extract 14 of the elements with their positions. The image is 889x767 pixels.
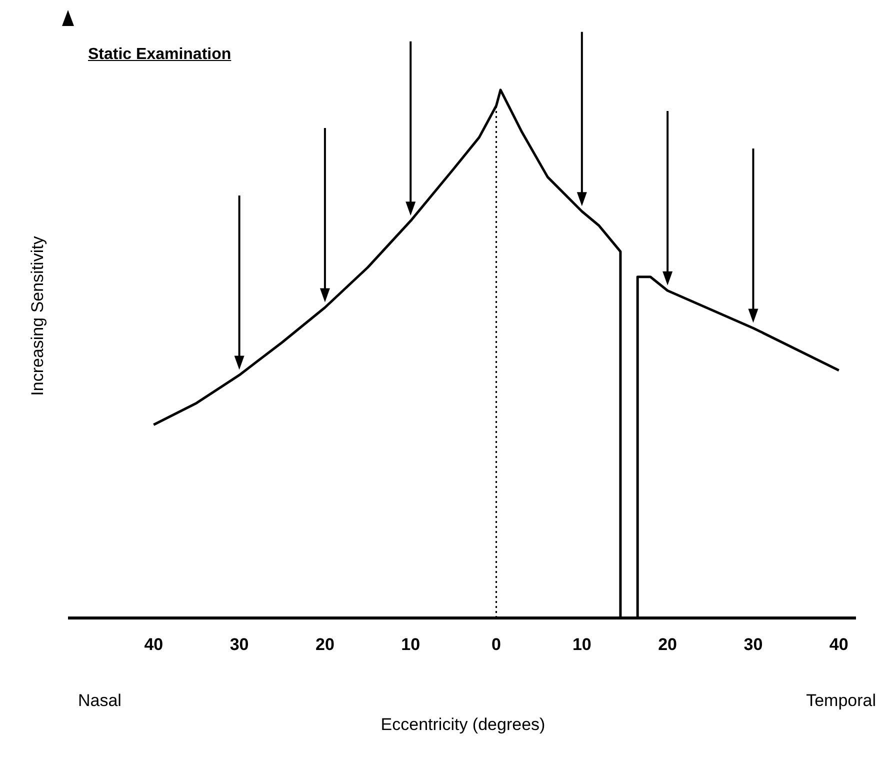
x-tick-label: 30	[744, 635, 763, 654]
x-tick-label: 40	[829, 635, 848, 654]
text: Nasal	[78, 691, 122, 711]
x-tick-label: 0	[492, 635, 501, 654]
text: Temporal	[806, 691, 876, 711]
x-tick-label: 10	[401, 635, 420, 654]
x-tick-label: 40	[144, 635, 164, 654]
x-axis-title: Eccentricity (degrees)	[380, 715, 546, 735]
x-tick-label: 10	[572, 635, 592, 654]
x-tick-label: 20	[658, 635, 678, 654]
chart-title: Static Examination	[88, 46, 232, 64]
y-axis-title: Increasing Sensitivity	[28, 236, 48, 396]
x-tick-label: 30	[230, 635, 249, 654]
x-tick-label: 20	[315, 635, 334, 654]
